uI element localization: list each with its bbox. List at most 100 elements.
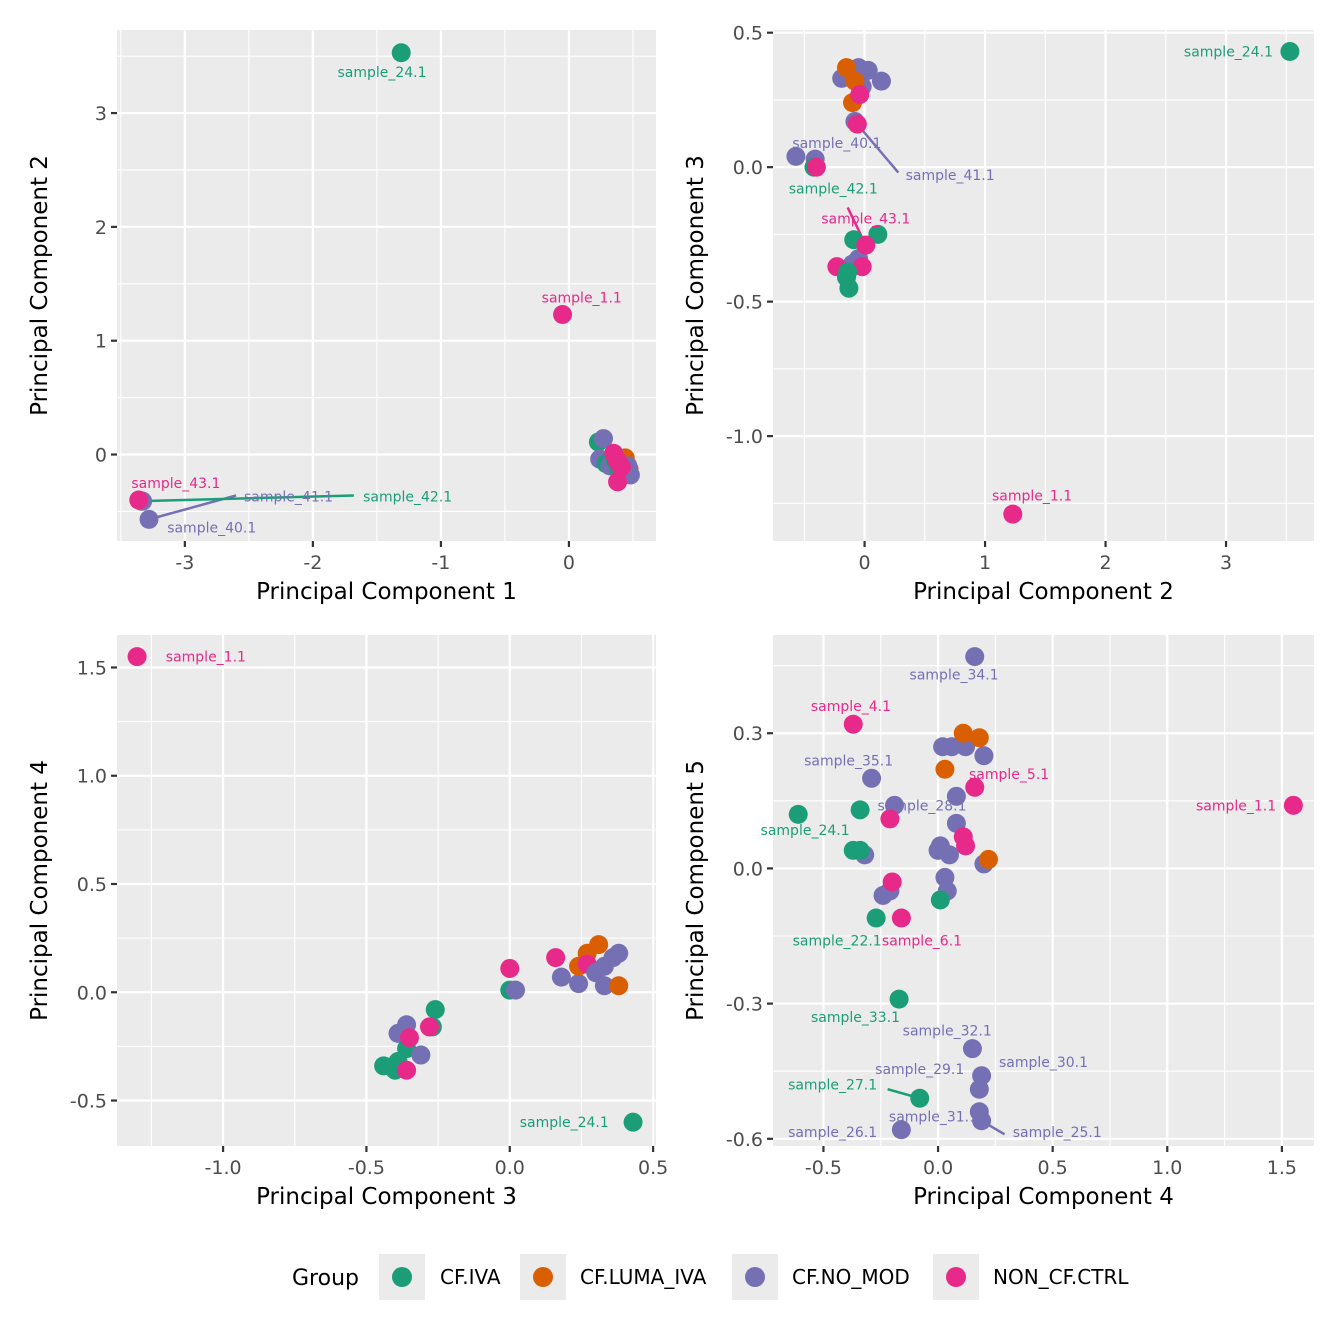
y-tick-label: 0.5 <box>77 874 107 896</box>
point-cf-no-mod <box>594 976 614 996</box>
sample-label: sample_31.1 <box>889 1109 978 1125</box>
y-tick-label: 3 <box>95 103 107 125</box>
panel-background <box>773 635 1314 1146</box>
point-cf-luma-iva <box>969 728 989 748</box>
legend: Group CF.IVA CF.LUMA_IVA CF.NO_MOD NON_C… <box>292 1254 1129 1300</box>
point-cf-iva <box>1280 42 1300 62</box>
point-non-cf-ctrl <box>850 85 870 105</box>
point-cf-luma-iva <box>935 759 955 779</box>
legend-item-cf-luma-iva: CF.LUMA_IVA <box>520 1254 707 1300</box>
x-axis-title: Principal Component 2 <box>913 579 1174 605</box>
sample-label: sample_6.1 <box>882 934 962 950</box>
point-cf-no-mod <box>506 980 526 1000</box>
label-leader-line <box>141 494 354 503</box>
x-tick-label: -3 <box>175 552 194 574</box>
sample-label: sample_35.1 <box>804 753 893 769</box>
x-tick-label: 0 <box>563 552 575 574</box>
point-cf-iva <box>425 1000 445 1020</box>
point-non-cf-ctrl <box>397 1060 417 1080</box>
point-non-cf-ctrl <box>891 908 911 928</box>
y-tick-label: -1.0 <box>726 426 763 448</box>
point-cf-iva <box>910 1088 930 1108</box>
point-non-cf-ctrl <box>882 872 902 892</box>
sample-label: sample_24.1 <box>337 65 426 81</box>
sample-label: sample_28.1 <box>877 798 966 814</box>
point-cf-no-mod <box>139 509 159 529</box>
x-tick-label: -0.5 <box>805 1157 842 1179</box>
y-tick-label: 0.3 <box>733 723 763 745</box>
sample-label: sample_33.1 <box>811 1010 900 1026</box>
x-tick-label: 0.0 <box>495 1157 525 1179</box>
point-non-cf-ctrl <box>420 1017 440 1037</box>
y-tick-label: 0.5 <box>733 23 763 45</box>
x-tick-label: 0.5 <box>638 1157 668 1179</box>
point-non-cf-ctrl <box>856 235 876 255</box>
legend-label-cf-iva: CF.IVA <box>440 1265 501 1289</box>
point-cf-no-mod <box>942 737 962 757</box>
y-tick-label: -0.5 <box>70 1091 107 1113</box>
point-cf-no-mod <box>569 974 589 994</box>
point-cf-luma-iva <box>609 976 629 996</box>
y-tick-label: -0.3 <box>726 994 763 1016</box>
point-cf-no-mod <box>609 943 629 963</box>
x-tick-label: 1.0 <box>1152 1157 1182 1179</box>
x-tick-label: 1 <box>979 552 991 574</box>
point-cf-no-mod <box>594 429 614 449</box>
sample-label: sample_42.1 <box>789 182 878 198</box>
sample-label: sample_24.1 <box>520 1115 609 1131</box>
sample-label: sample_4.1 <box>811 699 891 715</box>
panel-3: -1.0 -0.5 0.0 0.5 1.5 1.0 0.5 0.0 -0.5 Principal … <box>27 635 668 1210</box>
point-cf-no-mod <box>962 1039 982 1059</box>
point-cf-luma-iva <box>978 849 998 869</box>
sample-label: sample_1.1 <box>542 290 622 306</box>
sample-label: sample_24.1 <box>761 823 850 839</box>
point-non-cf-ctrl <box>1003 504 1023 524</box>
point-non-cf-ctrl <box>806 157 826 177</box>
point-cf-no-mod <box>858 60 878 80</box>
x-axis-title: Principal Component 4 <box>913 1184 1174 1210</box>
point-cf-iva <box>839 278 859 298</box>
x-tick-label: 0 <box>859 552 871 574</box>
point-cf-no-mod <box>891 1120 911 1140</box>
point-cf-iva <box>623 1112 643 1132</box>
x-tick-label: -0.5 <box>348 1157 385 1179</box>
x-axis-title: Principal Component 1 <box>256 579 517 605</box>
point-non-cf-ctrl <box>546 948 566 968</box>
sample-label: sample_43.1 <box>131 476 220 492</box>
point-non-cf-ctrl <box>608 472 628 492</box>
panel-2: 0 1 2 3 0.5 0.0 -0.5 -1.0 Principal Component 2 P… <box>683 23 1314 605</box>
x-tick-label: -1 <box>431 552 450 574</box>
legend-key-non-cf-ctrl <box>946 1267 966 1287</box>
y-tick-label: -0.6 <box>726 1129 763 1151</box>
point-non-cf-ctrl <box>127 647 147 667</box>
x-tick-label: 3 <box>1220 552 1232 574</box>
sample-label: sample_40.1 <box>167 520 256 536</box>
legend-label-non-cf-ctrl: NON_CF.CTRL <box>993 1265 1129 1289</box>
panel-background <box>117 30 656 541</box>
point-cf-iva <box>850 800 870 820</box>
point-non-cf-ctrl <box>500 958 520 978</box>
point-cf-iva <box>788 804 808 824</box>
point-cf-no-mod <box>946 786 966 806</box>
y-axis-title: Principal Component 3 <box>683 155 709 416</box>
x-tick-label: -2 <box>303 552 322 574</box>
sample-label: sample_1.1 <box>992 488 1072 504</box>
sample-label: sample_27.1 <box>788 1078 877 1094</box>
point-non-cf-ctrl <box>399 1028 419 1048</box>
panel-4: -0.5 0.0 0.5 1.0 1.5 0.3 0.0 -0.3 -0.6 Principal … <box>683 635 1314 1210</box>
sample-label: sample_40.1 <box>792 136 881 152</box>
x-tick-label: 2 <box>1100 552 1112 574</box>
point-cf-no-mod <box>974 746 994 766</box>
y-tick-label: 1.5 <box>77 657 107 679</box>
sample-label: sample_41.1 <box>906 168 995 184</box>
point-cf-iva <box>866 908 886 928</box>
point-cf-no-mod <box>965 647 985 667</box>
point-cf-iva <box>850 840 870 860</box>
sample-label: sample_26.1 <box>788 1125 877 1141</box>
point-non-cf-ctrl <box>553 305 573 325</box>
y-axis-title: Principal Component 4 <box>27 760 53 1021</box>
x-tick-label: 0.5 <box>1038 1157 1068 1179</box>
sample-label: sample_22.1 <box>793 934 882 950</box>
point-cf-luma-iva <box>953 723 973 743</box>
